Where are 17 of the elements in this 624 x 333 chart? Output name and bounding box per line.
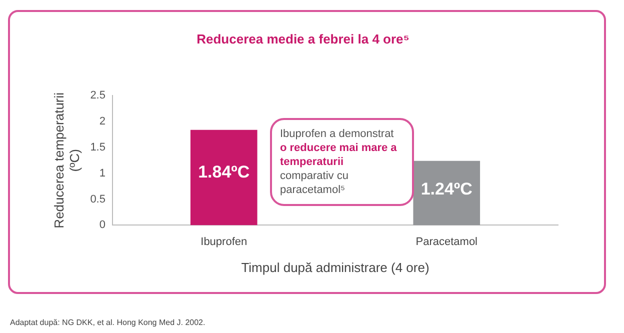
data-label: 1.24ºC [420, 180, 472, 199]
chart-title: Reducerea medie a febrei la 4 ore⁵ [196, 31, 410, 46]
x-tick-label: Paracetamol [416, 236, 478, 248]
y-tick-label: 1 [99, 167, 106, 180]
text: Adaptat după: NG DKK, et al. Hong Kong Med J. 2002. [10, 318, 206, 327]
data-label: 1.84ºC [198, 162, 250, 182]
x-tick-label: Ibuprofen [200, 236, 248, 248]
y-tick-label: 2 [99, 116, 106, 128]
y-axis-title: Reducerea temperaturii (ºC) [51, 92, 82, 228]
annotation: o reducere mai mare a temperaturii [280, 141, 398, 169]
y-tick-label: 0 [99, 219, 106, 232]
y-tick-label: 0.5 [90, 193, 106, 206]
x-axis-title: Timpul după administrare (4 ore) [241, 260, 430, 275]
y-tick-label: 1.5 [90, 141, 106, 154]
annotation: comparativ cu paracetamol⁵ [280, 169, 350, 197]
y-tick-label: 2.5 [90, 90, 106, 102]
annotation: Ibuprofen a demonstrat [280, 127, 395, 141]
